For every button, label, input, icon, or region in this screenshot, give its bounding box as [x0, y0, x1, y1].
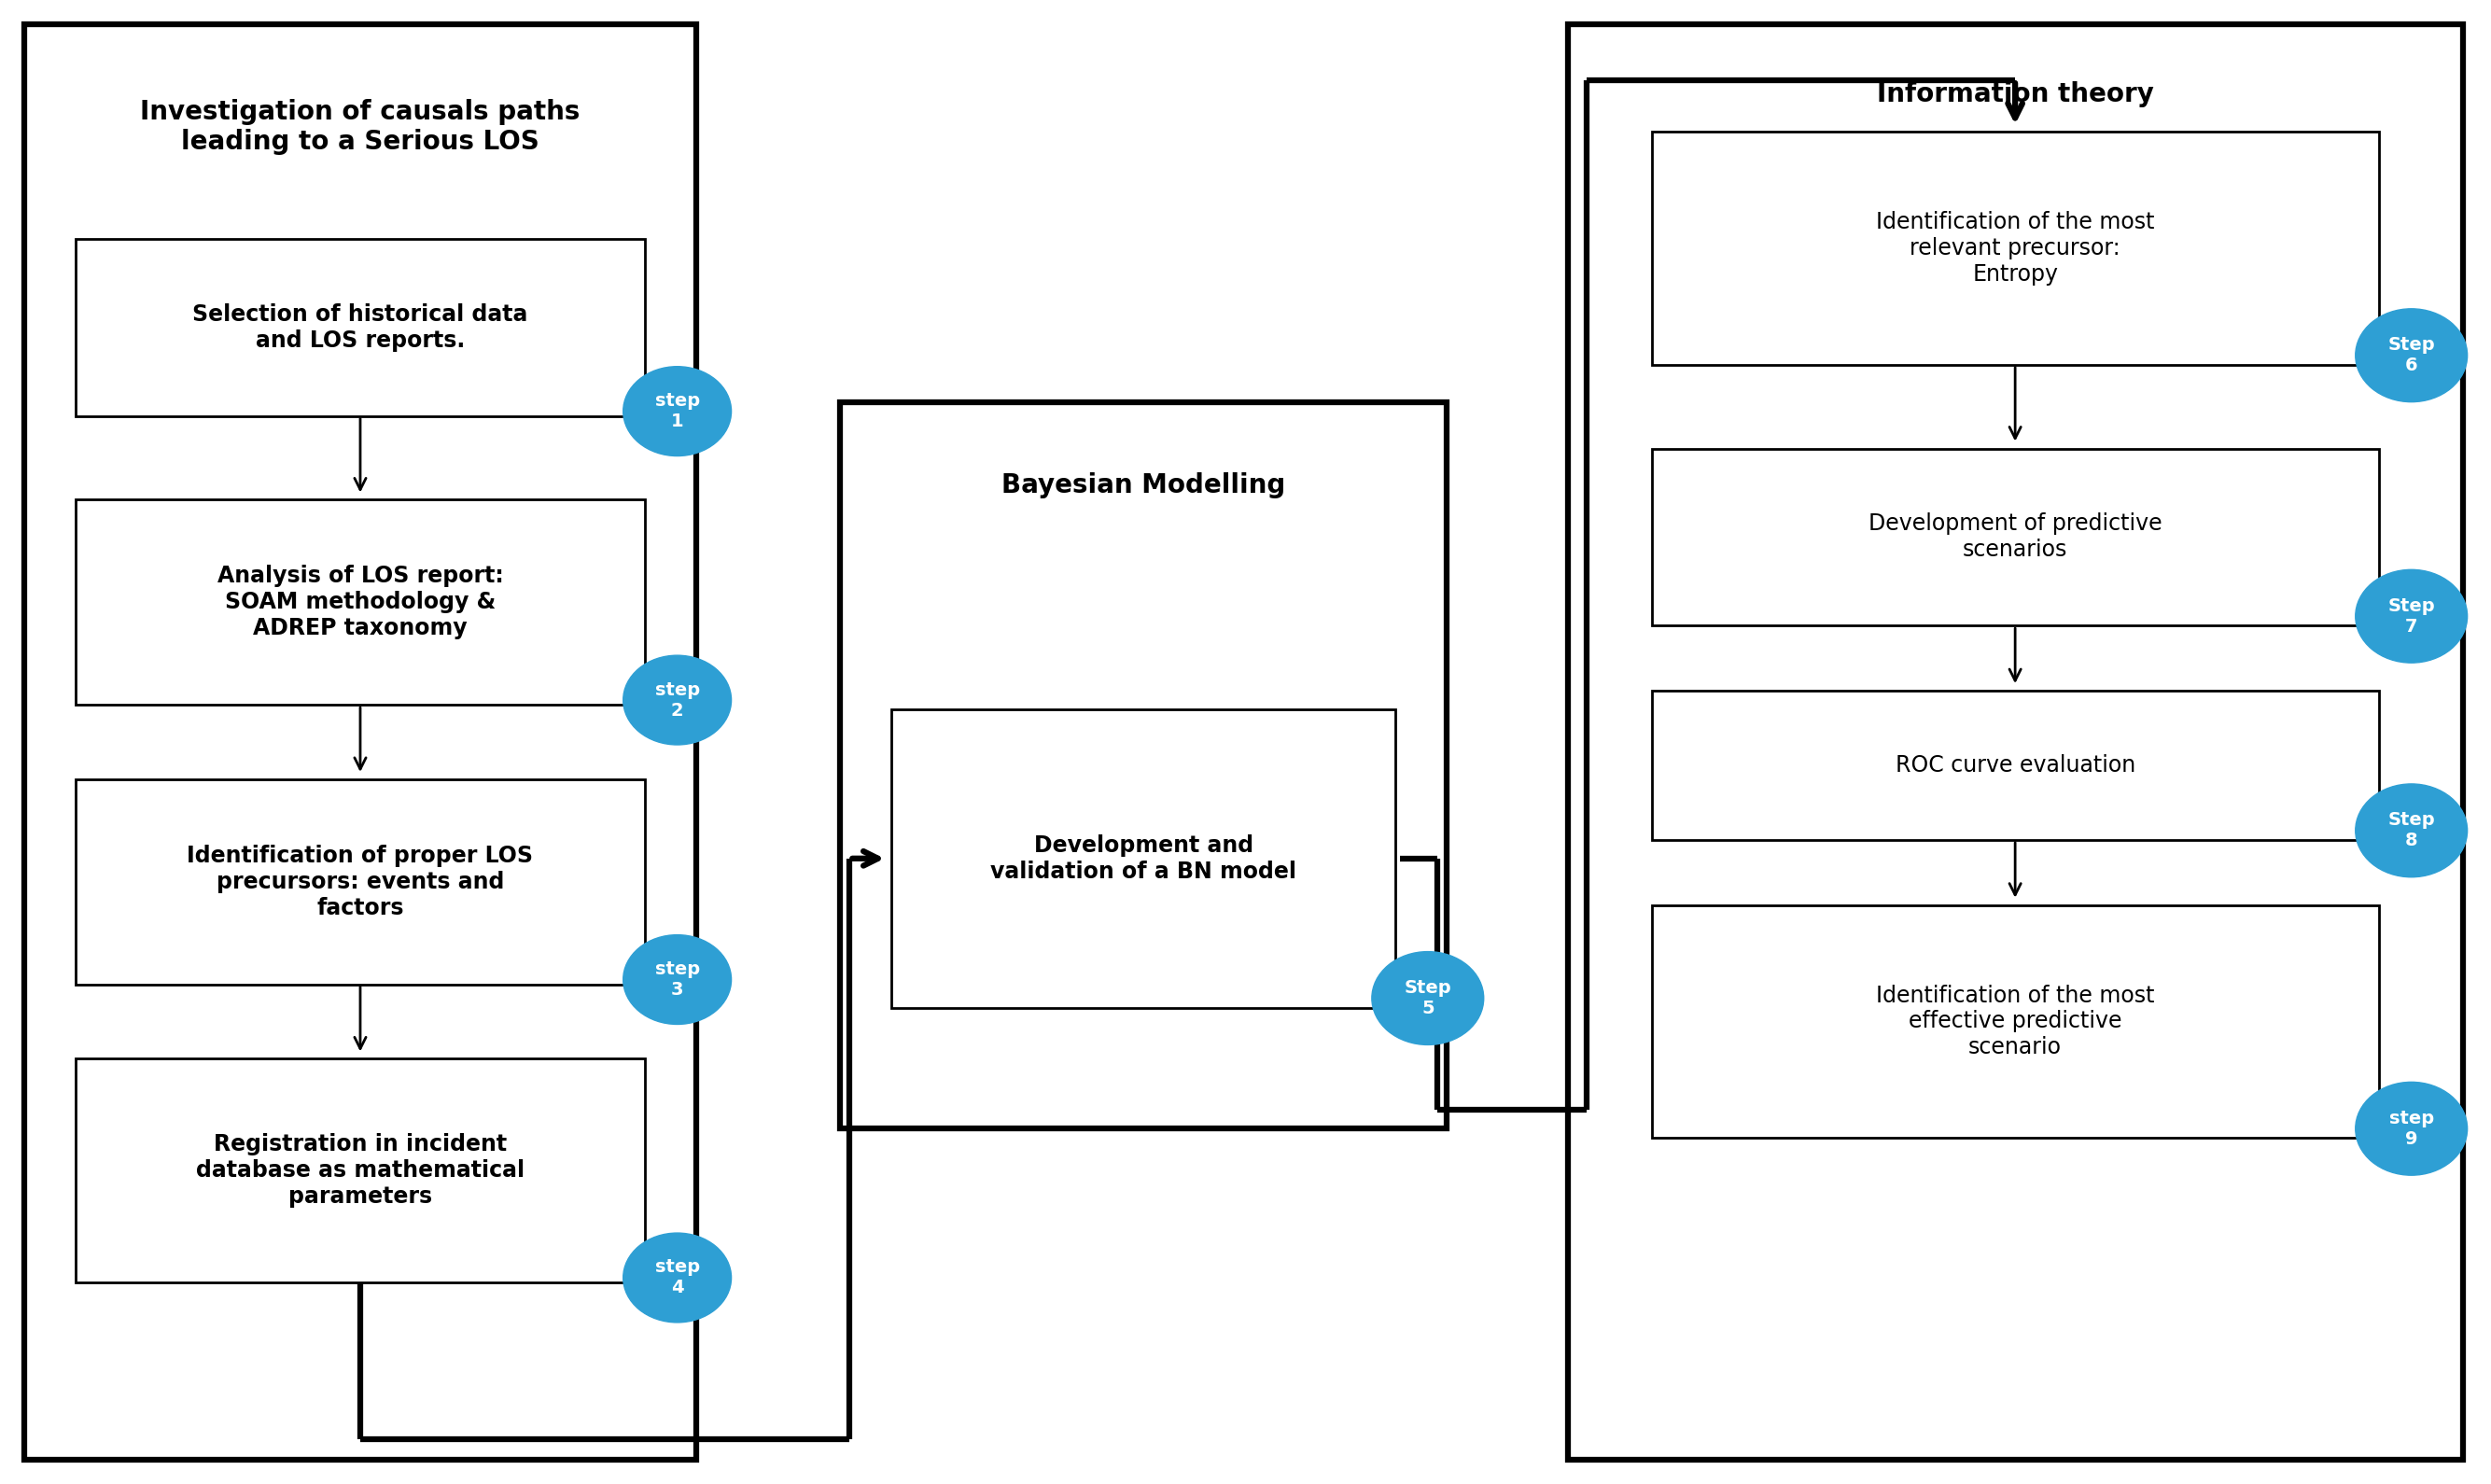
FancyBboxPatch shape: [1652, 690, 2379, 840]
Ellipse shape: [2356, 309, 2466, 402]
Text: step
3: step 3: [655, 960, 700, 999]
Ellipse shape: [2356, 570, 2466, 663]
Text: step
1: step 1: [655, 392, 700, 430]
FancyBboxPatch shape: [1652, 448, 2379, 626]
FancyBboxPatch shape: [75, 500, 645, 705]
FancyBboxPatch shape: [75, 779, 645, 984]
FancyBboxPatch shape: [892, 709, 1395, 1008]
Text: Step
7: Step 7: [2389, 597, 2436, 635]
Text: step
9: step 9: [2389, 1110, 2434, 1147]
Text: Registration in incident
database as mathematical
parameters: Registration in incident database as mat…: [197, 1134, 526, 1208]
Text: Investigation of causals paths
leading to a Serious LOS: Investigation of causals paths leading t…: [139, 99, 580, 156]
Text: Step
8: Step 8: [2389, 812, 2436, 850]
Text: Identification of proper LOS
precursors: events and
factors: Identification of proper LOS precursors:…: [187, 844, 533, 919]
Ellipse shape: [623, 367, 732, 456]
Text: Analysis of LOS report:
SOAM methodology &
ADREP taxonomy: Analysis of LOS report: SOAM methodology…: [217, 565, 503, 640]
Ellipse shape: [2356, 784, 2466, 877]
Text: Selection of historical data
and LOS reports.: Selection of historical data and LOS rep…: [192, 303, 528, 352]
Ellipse shape: [623, 935, 732, 1024]
Text: Development and
validation of a BN model: Development and validation of a BN model: [991, 834, 1295, 883]
Text: Information theory: Information theory: [1876, 82, 2155, 107]
FancyBboxPatch shape: [1652, 905, 2379, 1138]
FancyBboxPatch shape: [25, 25, 695, 1459]
FancyBboxPatch shape: [839, 402, 1447, 1129]
Text: ROC curve evaluation: ROC curve evaluation: [1896, 754, 2135, 776]
FancyBboxPatch shape: [75, 1058, 645, 1282]
Text: step
2: step 2: [655, 681, 700, 720]
Ellipse shape: [623, 656, 732, 745]
Ellipse shape: [623, 1233, 732, 1322]
Text: Development of predictive
scenarios: Development of predictive scenarios: [1868, 513, 2162, 561]
FancyBboxPatch shape: [1652, 132, 2379, 365]
Text: Identification of the most
relevant precursor:
Entropy: Identification of the most relevant prec…: [1876, 211, 2155, 285]
Text: Step
6: Step 6: [2389, 337, 2436, 374]
Text: Step
5: Step 5: [1405, 979, 1452, 1018]
Ellipse shape: [1373, 951, 1485, 1045]
Text: step
4: step 4: [655, 1258, 700, 1297]
Text: Bayesian Modelling: Bayesian Modelling: [1001, 473, 1285, 499]
Ellipse shape: [2356, 1082, 2466, 1175]
FancyBboxPatch shape: [1567, 25, 2464, 1459]
Text: Identification of the most
effective predictive
scenario: Identification of the most effective pre…: [1876, 984, 2155, 1058]
FancyBboxPatch shape: [75, 239, 645, 416]
